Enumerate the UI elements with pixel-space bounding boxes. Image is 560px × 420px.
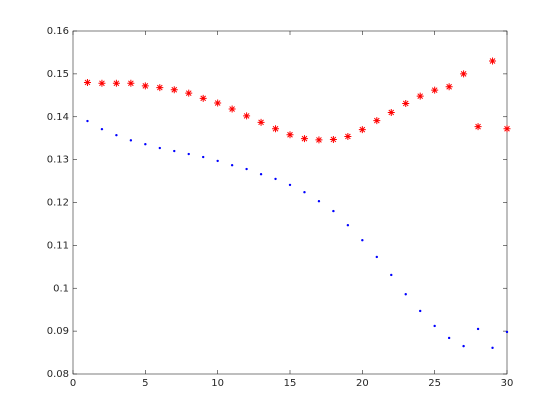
data-point	[274, 177, 277, 181]
data-point	[419, 309, 422, 313]
data-point	[491, 346, 494, 350]
data-point	[86, 119, 89, 123]
data-point	[202, 155, 205, 159]
y-tick-label: 0.13	[47, 155, 69, 166]
data-point	[505, 330, 509, 334]
data-point	[288, 183, 292, 187]
y-tick-label: 0.08	[47, 369, 69, 380]
data-point	[361, 239, 364, 242]
data-point	[390, 273, 393, 277]
data-point	[272, 125, 280, 133]
data-point	[476, 327, 480, 331]
x-tick-label: 20	[356, 378, 369, 389]
data-point	[243, 112, 251, 120]
data-point	[303, 191, 306, 194]
y-tick-label: 0.12	[47, 198, 69, 209]
data-point	[100, 127, 104, 131]
data-point	[187, 152, 190, 156]
x-tick-label: 30	[501, 378, 514, 389]
data-point	[315, 136, 323, 144]
y-tick-label: 0.1	[53, 283, 69, 294]
data-point	[503, 125, 511, 133]
data-point	[173, 149, 176, 153]
data-point	[214, 99, 222, 107]
data-point	[112, 79, 120, 87]
x-tick-label: 5	[142, 378, 148, 389]
data-point	[373, 117, 381, 125]
y-tick-label: 0.11	[47, 240, 69, 251]
data-point	[462, 344, 465, 348]
data-point	[286, 131, 294, 139]
data-point	[358, 126, 366, 134]
data-point	[329, 135, 337, 143]
data-point	[129, 139, 133, 142]
data-point	[158, 146, 161, 150]
data-point	[416, 92, 424, 100]
data-point	[431, 86, 439, 94]
data-point	[230, 163, 234, 167]
data-point	[402, 99, 410, 107]
data-point	[141, 82, 149, 90]
x-tick-label: 10	[211, 378, 224, 389]
data-point	[115, 133, 118, 137]
x-tick-label: 25	[428, 378, 441, 389]
data-point	[317, 200, 321, 203]
data-point	[257, 118, 265, 126]
data-point	[447, 336, 451, 340]
data-point	[170, 86, 178, 94]
data-point	[259, 173, 263, 176]
data-point	[460, 70, 468, 78]
axes-box	[72, 30, 508, 375]
data-point	[474, 123, 482, 131]
y-tick-label: 0.09	[47, 326, 69, 337]
x-tick-label: 15	[284, 378, 297, 389]
y-tick-label: 0.16	[47, 26, 69, 37]
data-point	[375, 255, 378, 259]
data-point	[344, 132, 352, 140]
data-point	[199, 94, 207, 102]
data-point	[185, 89, 193, 97]
data-point	[144, 142, 147, 146]
data-point	[445, 83, 453, 91]
y-tick-label: 0.15	[47, 69, 69, 80]
data-point	[387, 108, 395, 116]
data-point	[83, 78, 91, 86]
data-point	[216, 159, 219, 163]
data-point	[156, 84, 164, 92]
data-point	[127, 79, 135, 87]
data-point	[245, 167, 248, 171]
data-point	[332, 209, 335, 213]
y-tick-label: 0.14	[47, 112, 69, 123]
data-point	[300, 135, 308, 143]
x-tick-label: 0	[70, 378, 76, 389]
data-point	[98, 79, 106, 87]
data-point	[404, 293, 407, 296]
data-point	[433, 324, 436, 328]
data-point	[346, 224, 350, 227]
data-point	[228, 105, 236, 113]
data-point	[489, 57, 497, 65]
